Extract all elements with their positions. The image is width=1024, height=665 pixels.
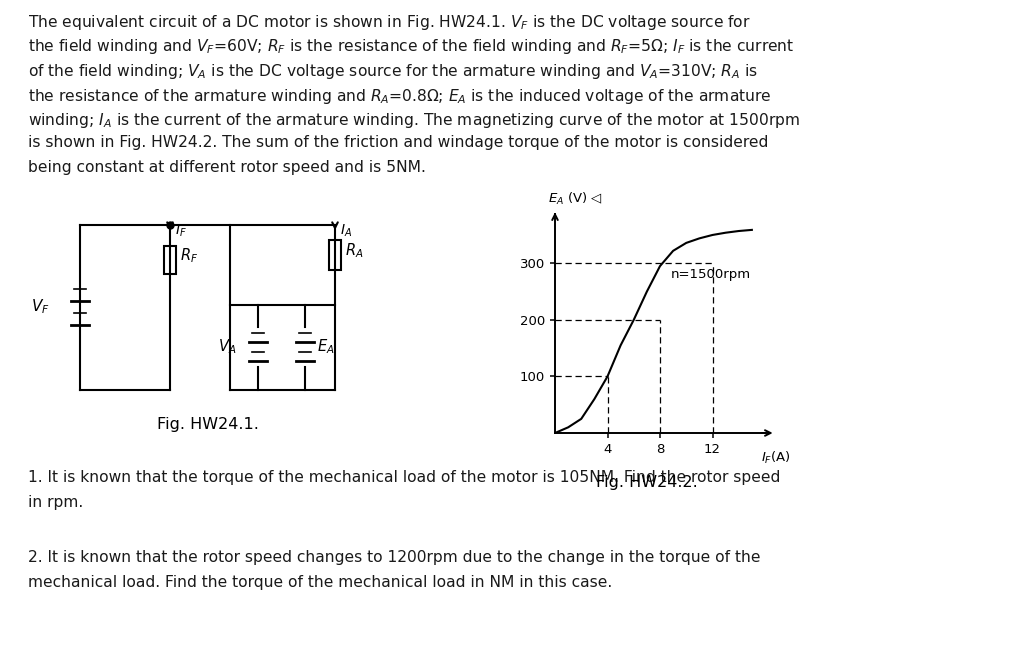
Text: 2. It is known that the rotor speed changes to 1200rpm due to the change in the : 2. It is known that the rotor speed chan… — [28, 550, 761, 565]
Bar — [329, 240, 341, 270]
Text: of the field winding; $V_A$ is the DC voltage source for the armature winding an: of the field winding; $V_A$ is the DC vo… — [28, 62, 758, 81]
Text: winding; $I_A$ is the current of the armature winding. The magnetizing curve of : winding; $I_A$ is the current of the arm… — [28, 111, 800, 130]
Text: 1. It is known that the torque of the mechanical load of the motor is 105NM. Fin: 1. It is known that the torque of the me… — [28, 470, 780, 485]
Text: $I_F$: $I_F$ — [175, 223, 186, 239]
Text: mechanical load. Find the torque of the mechanical load in NM in this case.: mechanical load. Find the torque of the … — [28, 575, 612, 589]
Text: being constant at different rotor speed and is 5NM.: being constant at different rotor speed … — [28, 160, 426, 175]
Text: $E_A$: $E_A$ — [317, 338, 335, 356]
Text: n=1500rpm: n=1500rpm — [671, 268, 751, 281]
Text: $I_F$(A): $I_F$(A) — [761, 450, 791, 466]
Text: the resistance of the armature winding and $R_A$=0.8$\Omega$; $E_A$ is the induc: the resistance of the armature winding a… — [28, 86, 771, 106]
Text: The equivalent circuit of a DC motor is shown in Fig. HW24.1. $V_F$ is the DC vo: The equivalent circuit of a DC motor is … — [28, 13, 751, 32]
Text: $V_A$: $V_A$ — [218, 338, 236, 356]
Bar — [164, 246, 176, 274]
Text: the field winding and $V_F$=60V; $R_F$ is the resistance of the field winding an: the field winding and $V_F$=60V; $R_F$ i… — [28, 37, 795, 57]
Text: $R_F$: $R_F$ — [180, 247, 199, 265]
Text: is shown in Fig. HW24.2. The sum of the friction and windage torque of the motor: is shown in Fig. HW24.2. The sum of the … — [28, 136, 768, 150]
Text: Fig. HW24.1.: Fig. HW24.1. — [157, 417, 258, 432]
Text: Fig. HW24.2.: Fig. HW24.2. — [596, 475, 697, 490]
Text: $E_A$ (V) $\triangleleft$: $E_A$ (V) $\triangleleft$ — [549, 191, 603, 207]
Text: $R_A$: $R_A$ — [345, 241, 364, 261]
Text: $V_F$: $V_F$ — [32, 298, 50, 317]
Text: in rpm.: in rpm. — [28, 495, 83, 509]
Text: $I_A$: $I_A$ — [340, 223, 352, 239]
